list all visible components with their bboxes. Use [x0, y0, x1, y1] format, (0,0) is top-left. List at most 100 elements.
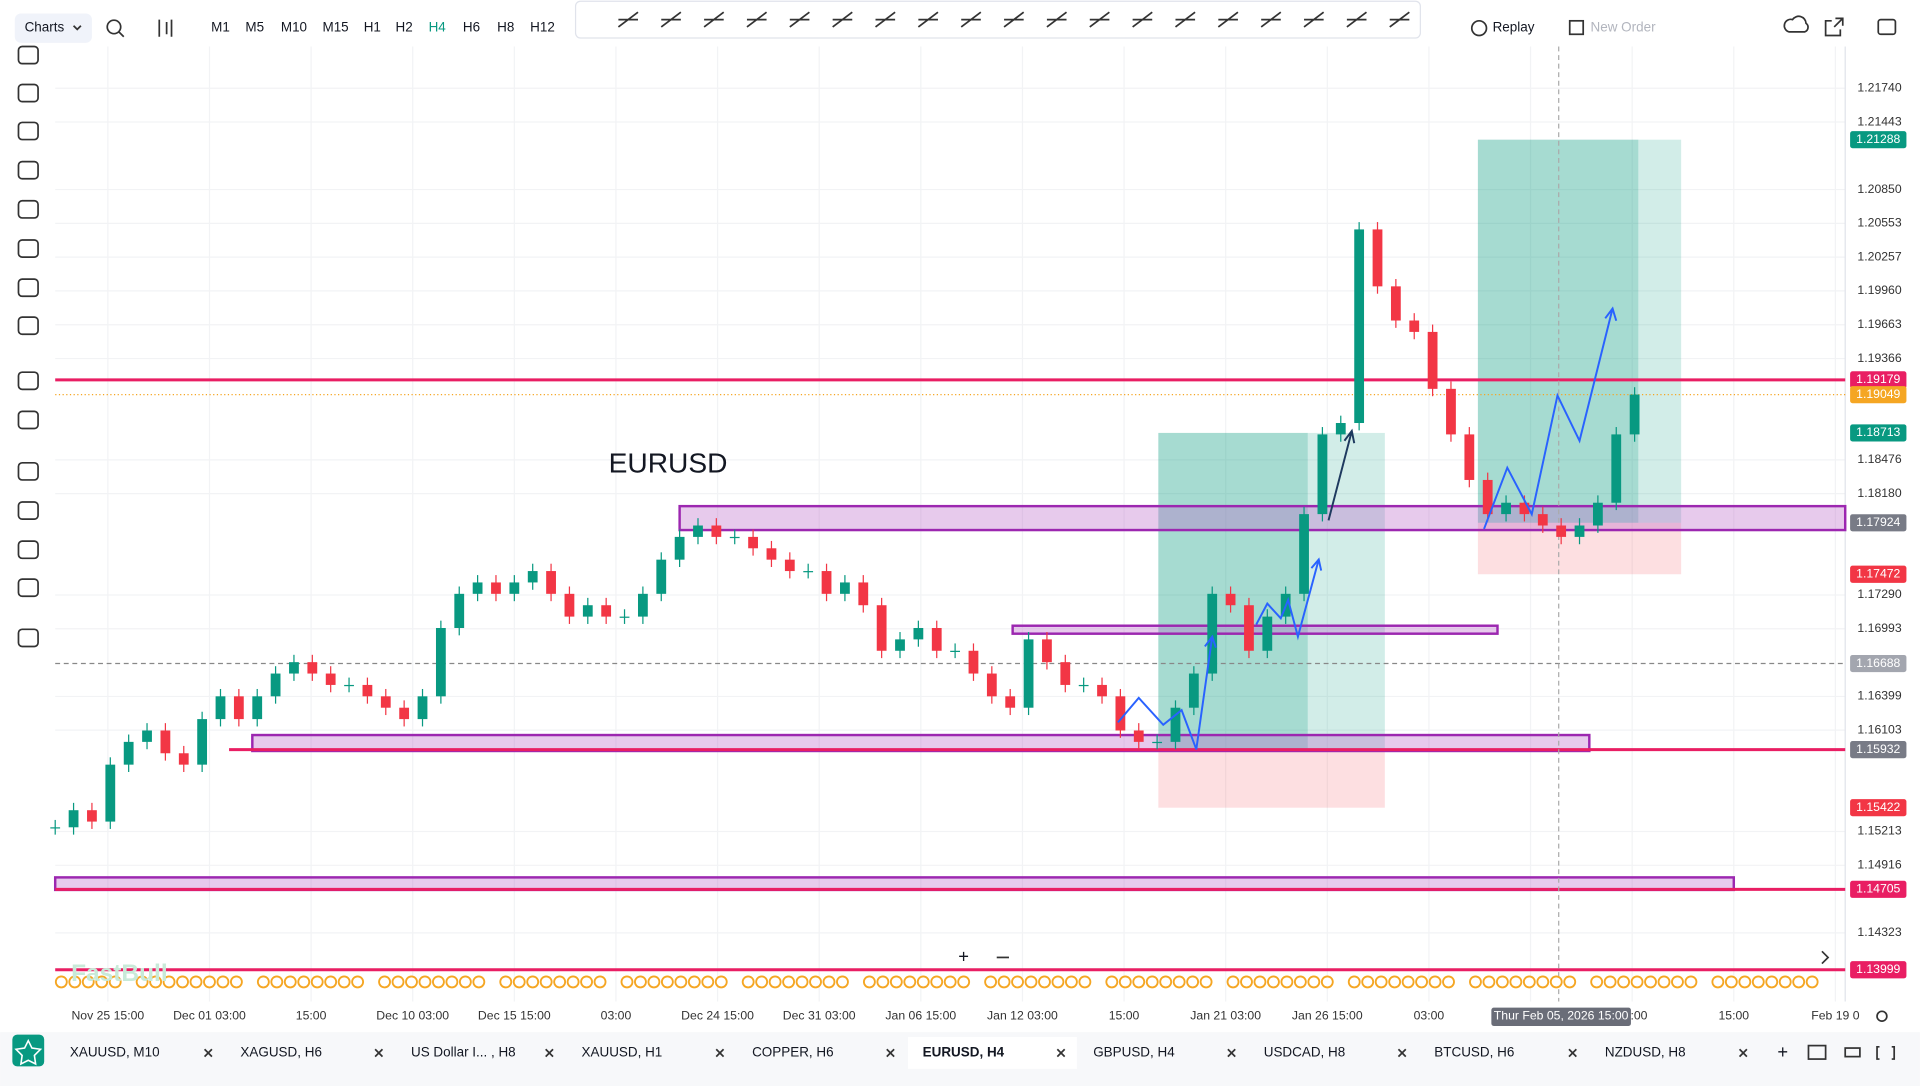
tab-label[interactable]: EURUSD, H4	[923, 1045, 1005, 1060]
cloud-icon[interactable]	[1783, 15, 1809, 33]
event-marker	[1751, 975, 1765, 989]
tool-icon[interactable]	[17, 501, 39, 520]
tab[interactable]	[1590, 1037, 1760, 1069]
timeframe[interactable]: H6	[463, 20, 480, 35]
drawing-tool[interactable]	[1003, 11, 1025, 28]
event-marker	[351, 975, 365, 989]
tab[interactable]	[225, 1037, 395, 1069]
tab-close[interactable]	[374, 1048, 384, 1058]
tab-close[interactable]	[1227, 1048, 1236, 1058]
fullscreen-button[interactable]	[1876, 1045, 1896, 1060]
minimize-button[interactable]	[1844, 1047, 1861, 1058]
timeframe[interactable]: H8	[497, 20, 514, 35]
drawing-tool[interactable]	[1089, 11, 1110, 28]
tab-label[interactable]: USDCAD, H8	[1264, 1045, 1345, 1060]
drawing-tool[interactable]	[917, 11, 939, 28]
drawing-tool[interactable]	[1389, 11, 1410, 28]
drawing-tool[interactable]	[1217, 11, 1239, 28]
add-tab[interactable]: +	[1777, 1041, 1788, 1062]
timeframe[interactable]: H1	[364, 20, 381, 35]
timeframe[interactable]: M1	[211, 20, 230, 35]
popout-icon[interactable]	[1824, 17, 1844, 37]
drawing-tool[interactable]	[960, 11, 982, 28]
tool-icon[interactable]	[17, 316, 39, 336]
drawing-tool[interactable]	[1303, 11, 1325, 28]
settings-icon[interactable]	[1876, 1010, 1888, 1022]
tab[interactable]	[1249, 1037, 1419, 1069]
search-icon[interactable]	[106, 19, 122, 35]
arrow-path	[1483, 308, 1614, 530]
tool-icon[interactable]	[17, 371, 39, 391]
layout-button[interactable]	[1807, 1044, 1827, 1060]
tool-icon[interactable]	[17, 239, 39, 258]
tab-close[interactable]	[1738, 1048, 1748, 1058]
timeframe[interactable]: M10	[281, 20, 307, 35]
tool-icon[interactable]	[17, 628, 39, 648]
drawing-tool[interactable]	[703, 11, 725, 28]
drawing-tool[interactable]	[660, 11, 682, 28]
candle-body	[178, 753, 189, 765]
tab-active[interactable]	[907, 1037, 1077, 1069]
drawing-tool[interactable]	[617, 11, 639, 28]
tab-close[interactable]	[715, 1048, 725, 1058]
replay-icon[interactable]	[1470, 19, 1488, 37]
drawing-tool[interactable]	[1260, 11, 1282, 28]
tool-icon[interactable]	[17, 461, 39, 481]
tab-label[interactable]: GBPUSD, H4	[1093, 1045, 1175, 1060]
tab-label[interactable]: XAUUSD, M10	[70, 1045, 160, 1060]
drawing-tool[interactable]	[1046, 11, 1068, 28]
symbol-menu-button[interactable]	[14, 13, 92, 43]
drawing-tool[interactable]	[1132, 11, 1153, 28]
tab-close[interactable]	[203, 1048, 213, 1058]
tab-close[interactable]	[886, 1048, 895, 1058]
timeframe[interactable]: H2	[396, 20, 413, 35]
drawing-tool[interactable]	[746, 11, 768, 28]
drawing-tool[interactable]	[789, 11, 810, 28]
tab[interactable]	[1078, 1037, 1248, 1069]
tab[interactable]	[55, 1037, 225, 1069]
tool-icon[interactable]	[17, 278, 39, 298]
scroll-right[interactable]	[1821, 950, 1830, 965]
candle-body	[803, 571, 814, 573]
tab-close[interactable]	[1397, 1048, 1407, 1058]
tab-label[interactable]: US Dollar I... , H8	[411, 1045, 516, 1060]
drawing-tool[interactable]	[1346, 11, 1367, 28]
tab-label[interactable]: BTCUSD, H6	[1434, 1045, 1514, 1060]
tool-icon[interactable]	[17, 578, 39, 598]
tool-icon[interactable]	[17, 45, 39, 65]
tab-label[interactable]: COPPER, H6	[752, 1045, 834, 1060]
tool-icon[interactable]	[17, 83, 39, 103]
tab[interactable]	[396, 1037, 566, 1069]
tool-icon[interactable]	[17, 540, 39, 560]
timeframe[interactable]: M15	[322, 20, 348, 35]
tab-close[interactable]	[1056, 1048, 1066, 1058]
tab-label[interactable]: XAUUSD, H1	[582, 1045, 663, 1060]
new-order-button[interactable]: New Order	[1591, 20, 1657, 35]
tab[interactable]	[1419, 1037, 1589, 1069]
replay-button[interactable]: Replay	[1493, 20, 1535, 35]
tab[interactable]	[737, 1037, 907, 1069]
timeframe[interactable]: H4	[429, 20, 447, 35]
tool-icon[interactable]	[17, 160, 39, 180]
tool-icon[interactable]	[17, 199, 39, 219]
tab-close[interactable]	[545, 1048, 554, 1058]
chart-type-icon[interactable]	[158, 19, 173, 37]
tab-label[interactable]: NZDUSD, H8	[1605, 1045, 1686, 1060]
tab[interactable]	[566, 1037, 736, 1069]
favorites-button[interactable]	[12, 1034, 45, 1067]
layout-icon[interactable]	[1877, 18, 1897, 36]
event-marker	[1267, 975, 1280, 989]
tool-icon[interactable]	[17, 410, 39, 430]
drawing-tool[interactable]	[832, 11, 853, 28]
timeframe[interactable]: M5	[245, 20, 264, 35]
timeframe[interactable]: H12	[530, 20, 555, 35]
symbol-menu[interactable]: Charts	[25, 20, 65, 35]
zoom-in[interactable]: +	[958, 945, 969, 966]
drawing-tool[interactable]	[1174, 11, 1196, 28]
tab-close[interactable]	[1568, 1048, 1577, 1058]
tab-label[interactable]: XAGUSD, H6	[240, 1045, 322, 1060]
tool-icon[interactable]	[17, 121, 39, 141]
event-marker	[1509, 975, 1523, 989]
drawing-tool[interactable]	[875, 11, 896, 28]
candle-body	[233, 696, 244, 720]
